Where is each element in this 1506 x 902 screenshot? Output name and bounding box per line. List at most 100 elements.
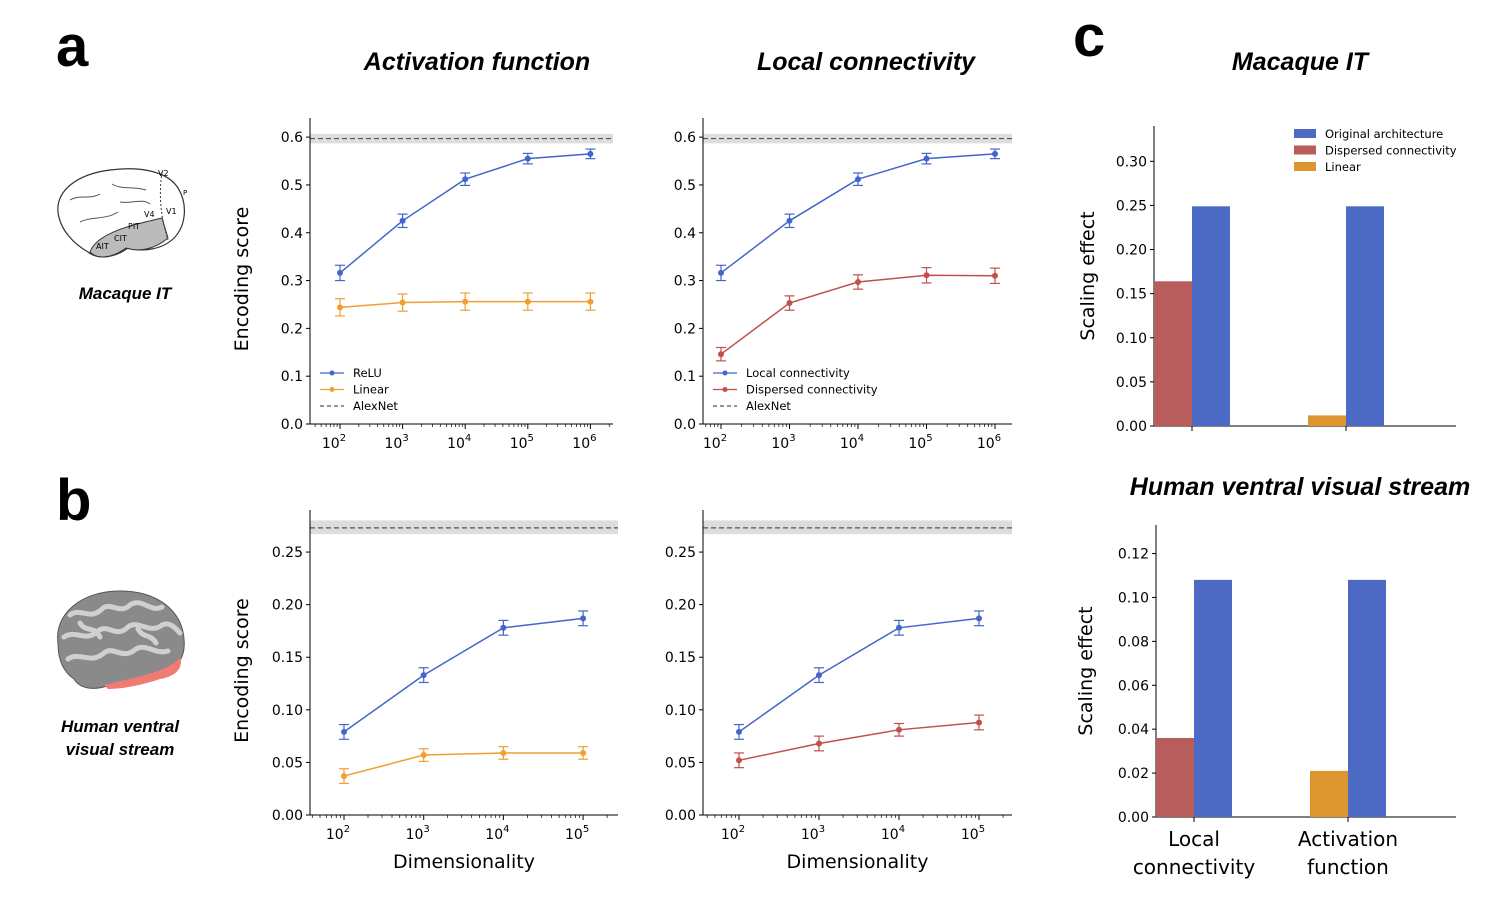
- b0-bar-dispersed: [1154, 281, 1192, 426]
- c0-x-tick-exponent: 3: [402, 433, 408, 444]
- panel-letter-b: b: [56, 468, 92, 533]
- c0-y-tick-label: 0.0: [281, 417, 303, 433]
- c3-x-tick-exponent: 2: [739, 824, 745, 835]
- c2-data-point: [500, 624, 507, 631]
- b0-y-tick-label: 0.25: [1116, 198, 1147, 214]
- c0-legend-label: Linear: [353, 383, 389, 397]
- c1-y-tick-label: 0.3: [674, 274, 696, 290]
- c0-data-point: [399, 299, 406, 306]
- area-label-pit: PIT: [128, 222, 140, 231]
- c1-legend-label: Local connectivity: [746, 366, 850, 380]
- c3-data-point: [736, 757, 742, 764]
- c2-data-point: [580, 615, 587, 622]
- title-local-connectivity: Local connectivity: [756, 48, 976, 76]
- c1-x-tick-exponent: 4: [858, 433, 864, 444]
- c3-data-point: [976, 719, 982, 726]
- macaque-brain-illustration: V2 V1 V4 PIT CIT AIT P: [57, 168, 187, 258]
- b0-y-axis-label: Scaling effect: [1077, 211, 1099, 340]
- b1-y-tick-label: 0.04: [1118, 722, 1149, 738]
- c1-x-tick-exponent: 6: [995, 433, 1001, 444]
- b0-y-tick-label: 0.00: [1116, 419, 1147, 435]
- c0-data-point: [462, 176, 469, 183]
- c0-x-tick-exponent: 2: [340, 433, 346, 444]
- b0-bar-original: [1346, 206, 1384, 426]
- c0-x-tick-label: 105: [510, 433, 534, 452]
- b0-legend-label: Dispersed connectivity: [1325, 144, 1457, 158]
- c2-y-tick-label: 0.00: [272, 808, 303, 824]
- b1-y-tick-label: 0.12: [1118, 547, 1149, 563]
- c1-legend-label: AlexNet: [746, 399, 791, 413]
- c1-data-point: [992, 272, 998, 279]
- c1-x-tick-exponent: 5: [926, 433, 932, 444]
- human-stream-label-line1: Human ventral: [60, 717, 180, 736]
- c0-y-tick-label: 0.3: [281, 274, 303, 290]
- area-label-v2: V2: [158, 169, 169, 178]
- b0-legend-swatch: [1294, 145, 1316, 155]
- c0-y-tick-label: 0.6: [281, 130, 303, 146]
- c0-data-point: [524, 298, 531, 305]
- c3-y-tick-label: 0.10: [665, 703, 696, 719]
- c1-x-tick-label: 105: [908, 433, 932, 452]
- c1-data-point: [992, 150, 998, 157]
- c1-y-tick-label: 0.4: [674, 226, 696, 242]
- area-label-ait: AIT: [96, 242, 109, 251]
- b1-bar-original: [1348, 579, 1386, 817]
- c1-data-point: [718, 351, 724, 358]
- c3-x-tick-label: 104: [881, 824, 905, 843]
- c0-y-tick-label: 0.4: [281, 226, 303, 242]
- b0-bar-original: [1192, 206, 1230, 426]
- c0-data-point: [337, 304, 343, 311]
- c2-y-tick-label: 0.15: [272, 650, 303, 666]
- b1-bar-original: [1194, 579, 1232, 817]
- c0-data-point: [587, 298, 594, 305]
- b1-y-tick-label: 0.10: [1118, 590, 1149, 606]
- c2-data-point: [420, 672, 427, 679]
- b0-legend-swatch: [1294, 129, 1316, 138]
- c2-data-point: [500, 749, 507, 756]
- macaque-it-label: Macaque IT: [78, 284, 172, 303]
- c3-data-point: [736, 728, 742, 735]
- c3-data-point: [896, 624, 902, 631]
- c0-x-tick-label: 102: [322, 433, 346, 452]
- b1-category-label: Local: [1168, 827, 1220, 851]
- human-brain-illustration: [57, 590, 185, 689]
- area-label-p: P: [183, 189, 187, 197]
- area-label-v4: V4: [144, 210, 155, 219]
- b0-y-tick-label: 0.15: [1116, 287, 1147, 303]
- c2-y-tick-label: 0.10: [272, 703, 303, 719]
- c1-series-line-0: [720, 153, 996, 274]
- title-human-ventral-stream: Human ventral visual stream: [1129, 473, 1471, 501]
- title-macaque-it: Macaque IT: [1231, 48, 1369, 76]
- b1-category-label: connectivity: [1133, 855, 1256, 879]
- c2-series-line-1: [343, 752, 584, 777]
- c3-x-tick-label: 102: [721, 824, 745, 843]
- c1-y-tick-label: 0.0: [674, 417, 696, 433]
- c1-y-tick-label: 0.6: [674, 130, 696, 146]
- c0-data-point: [337, 269, 343, 276]
- c2-data-point: [580, 749, 587, 756]
- c0-x-tick-label: 106: [572, 433, 596, 452]
- c1-data-point: [855, 278, 861, 285]
- b0-bar-linear: [1308, 415, 1346, 426]
- b1-bar-dispersed: [1156, 737, 1194, 817]
- c2-x-tick-label: 102: [326, 824, 350, 843]
- c1-data-point: [786, 300, 793, 307]
- c1-y-tick-label: 0.1: [674, 369, 696, 385]
- c0-legend-label: AlexNet: [353, 399, 398, 413]
- c1-legend-label: Dispersed connectivity: [746, 383, 878, 397]
- c0-y-tick-label: 0.1: [281, 369, 303, 385]
- b1-y-tick-label: 0.00: [1118, 810, 1149, 826]
- c2-data-point: [341, 728, 347, 735]
- c3-data-point: [976, 615, 982, 622]
- c1-data-point: [855, 176, 861, 183]
- c1-y-tick-label: 0.2: [674, 321, 696, 337]
- c3-data-point: [816, 740, 822, 747]
- c0-reference-band: [310, 133, 613, 144]
- c2-data-point: [341, 773, 347, 780]
- c0-y-axis-label: Encoding score: [231, 207, 253, 352]
- c1-data-point: [923, 155, 930, 162]
- b1-y-tick-label: 0.06: [1118, 678, 1149, 694]
- human-stream-label-line2: visual stream: [65, 740, 175, 759]
- c3-x-tick-exponent: 3: [819, 824, 825, 835]
